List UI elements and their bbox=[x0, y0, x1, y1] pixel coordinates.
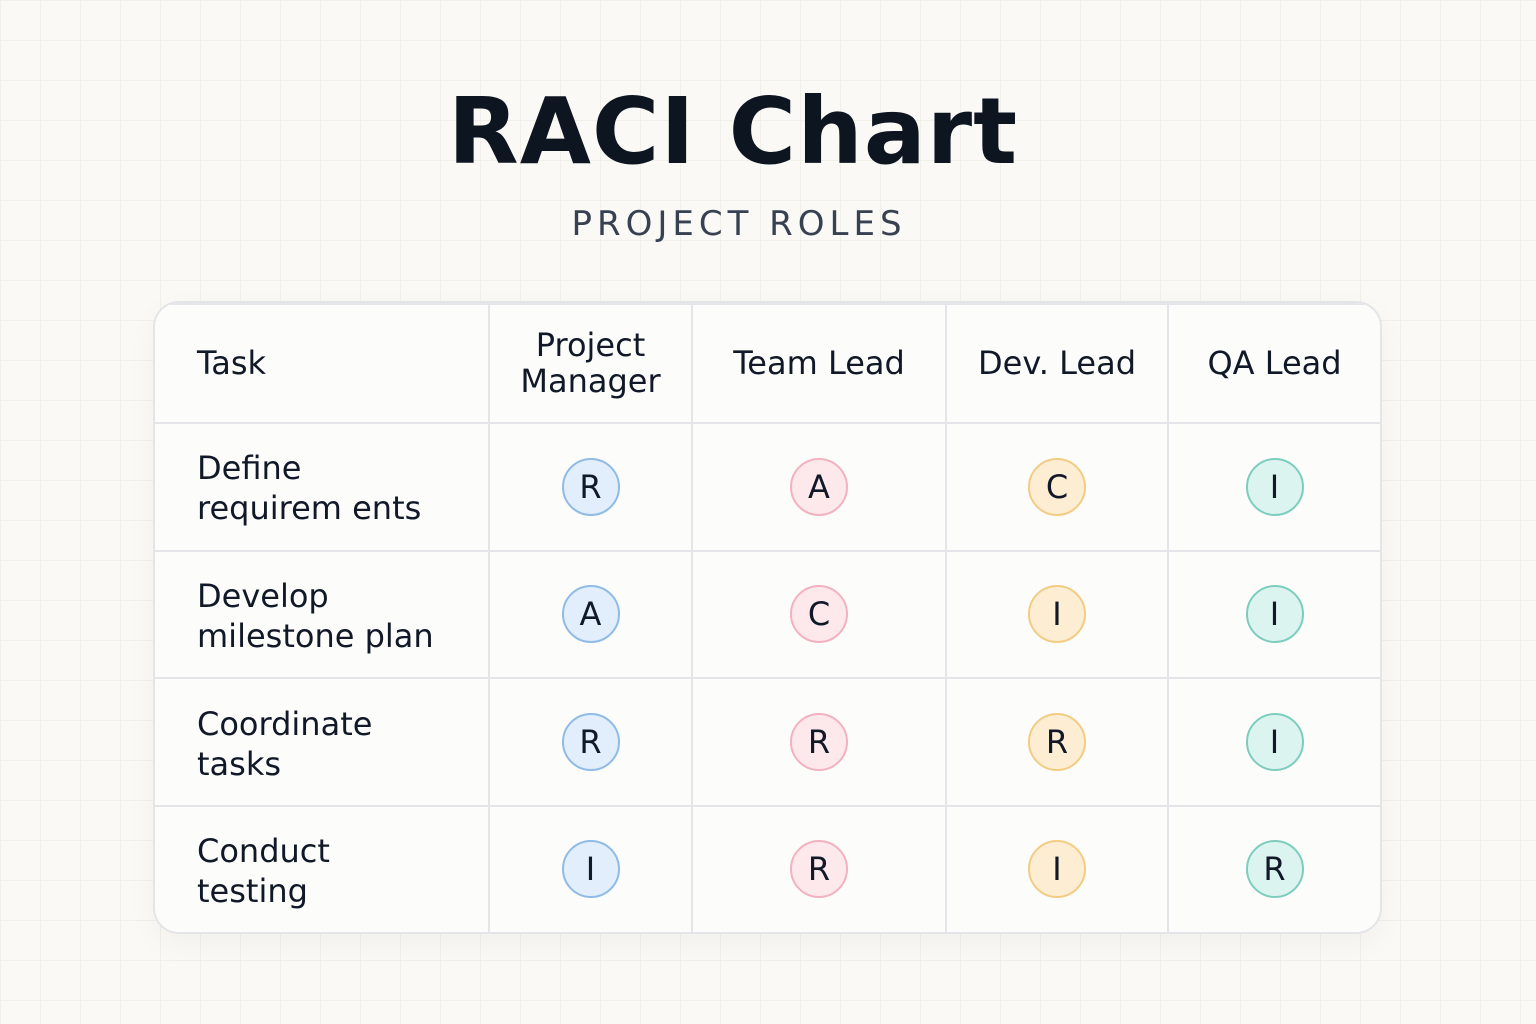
header-row: Task Project Manager Team Lead Dev. Lead QA … bbox=[155, 303, 1380, 424]
table-row: Define requirem ents R A C I bbox=[155, 422, 1380, 552]
role-cell: R bbox=[945, 677, 1169, 807]
table-card: Task Project Manager Team Lead Dev. Lead QA … bbox=[153, 301, 1382, 934]
role-cell: R bbox=[488, 422, 693, 552]
role-cell: I bbox=[945, 804, 1169, 932]
role-cell: R bbox=[488, 677, 693, 807]
role-badge: R bbox=[790, 840, 848, 899]
column-header: Task bbox=[155, 303, 490, 424]
raci-table: Task Project Manager Team Lead Dev. Lead QA … bbox=[155, 303, 1380, 932]
column-header: Dev. Lead bbox=[945, 303, 1169, 424]
role-cell: C bbox=[945, 422, 1169, 552]
role-cell: R bbox=[691, 677, 947, 807]
role-badge: R bbox=[561, 457, 620, 516]
task-cell: Coordinate tasks bbox=[155, 677, 490, 807]
role-badge: R bbox=[1245, 840, 1304, 899]
role-badge: I bbox=[1245, 713, 1304, 772]
role-cell: I bbox=[488, 804, 693, 932]
column-header: Project Manager bbox=[488, 303, 693, 424]
role-badge: I bbox=[1028, 840, 1086, 899]
column-header: QA Lead bbox=[1167, 303, 1380, 424]
role-badge: I bbox=[1028, 585, 1086, 644]
role-badge: C bbox=[790, 585, 848, 644]
role-cell: I bbox=[1167, 677, 1380, 807]
role-badge: A bbox=[790, 457, 848, 516]
role-badge: C bbox=[1028, 457, 1086, 516]
role-badge: R bbox=[790, 713, 848, 772]
table-row: Conduct testing I R I R bbox=[155, 804, 1380, 932]
role-badge: A bbox=[561, 585, 620, 644]
role-cell: R bbox=[1167, 804, 1380, 932]
role-cell: A bbox=[691, 422, 947, 552]
role-cell: R bbox=[691, 804, 947, 932]
task-cell: Define requirem ents bbox=[155, 422, 490, 552]
role-cell: I bbox=[945, 549, 1169, 680]
role-badge: I bbox=[1245, 457, 1304, 516]
role-badge: R bbox=[1028, 713, 1086, 772]
subtitle: PROJECT ROLES bbox=[571, 204, 907, 244]
role-badge: R bbox=[561, 713, 620, 772]
role-cell: I bbox=[1167, 422, 1380, 552]
task-cell: Develop milestone plan bbox=[155, 549, 490, 680]
table-row: Coordinate tasks R R R I bbox=[155, 677, 1380, 807]
table-row: Develop milestone plan A C I I bbox=[155, 549, 1380, 680]
role-badge: I bbox=[1245, 585, 1304, 644]
role-cell: A bbox=[488, 549, 693, 680]
role-cell: C bbox=[691, 549, 947, 680]
role-cell: I bbox=[1167, 549, 1380, 680]
role-badge: I bbox=[561, 840, 620, 899]
title: RACI Chart bbox=[447, 78, 1019, 185]
task-cell: Conduct testing bbox=[155, 804, 490, 932]
column-header: Team Lead bbox=[691, 303, 947, 424]
